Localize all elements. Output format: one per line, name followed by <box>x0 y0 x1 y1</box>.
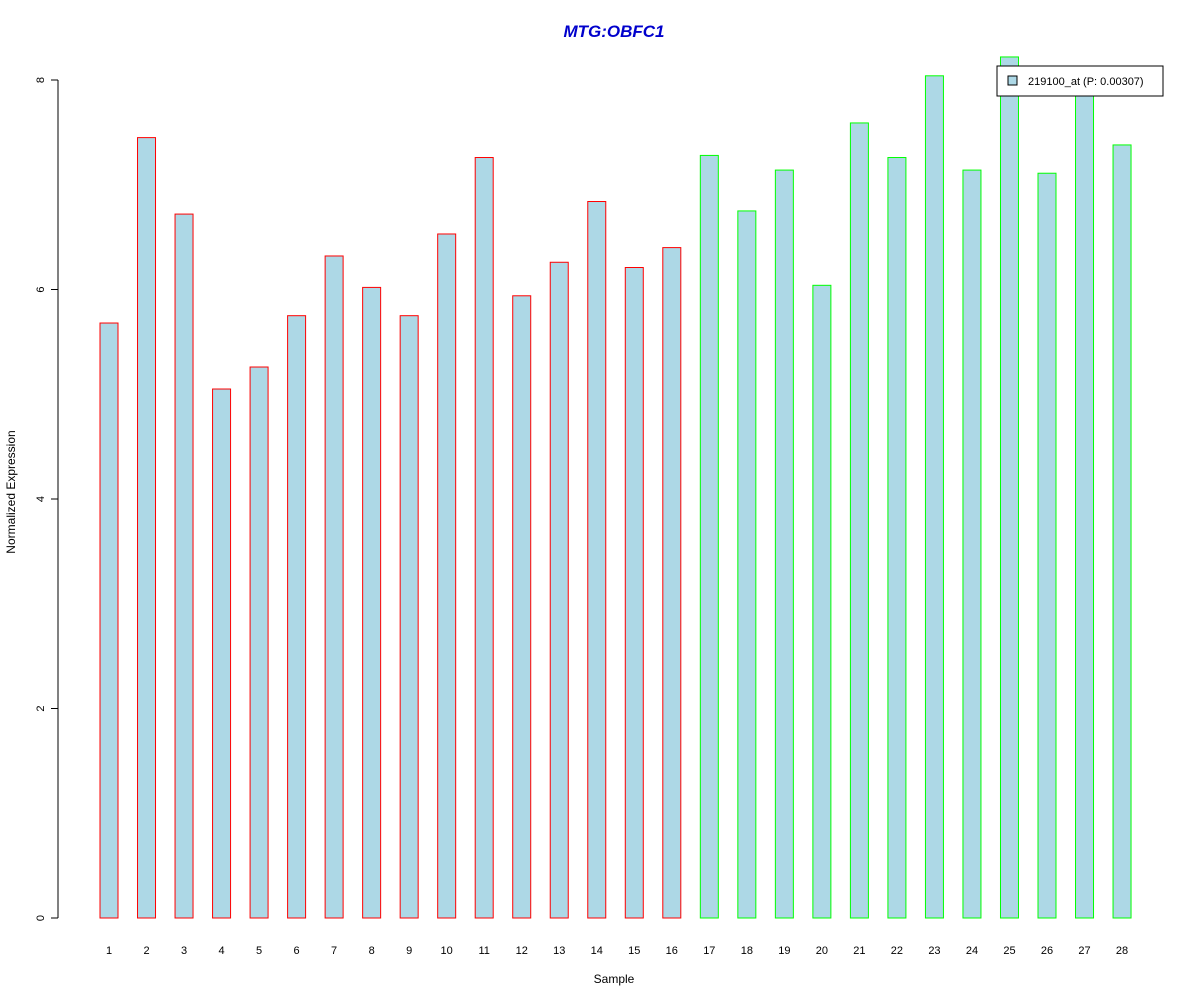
x-tick-label: 21 <box>853 945 865 957</box>
legend-box <box>996 65 1164 97</box>
x-tick-label: 25 <box>1003 945 1015 957</box>
legend: 219100_at (P: 0.00307) <box>996 65 1164 97</box>
bars-group <box>99 56 1132 919</box>
bar <box>174 213 194 919</box>
x-tick-label: 26 <box>1041 945 1053 957</box>
x-tick-label: 6 <box>294 945 300 957</box>
x-tick-label: 3 <box>181 945 187 957</box>
bar <box>287 315 307 919</box>
x-tick-label: 13 <box>553 945 565 957</box>
bar <box>999 56 1019 919</box>
bar <box>737 210 757 919</box>
chart-title: MTG:OBFC1 <box>563 22 664 41</box>
legend-swatch <box>1007 75 1018 86</box>
bar <box>624 267 644 919</box>
bar <box>662 247 682 919</box>
x-tick-label: 16 <box>666 945 678 957</box>
legend-label: 219100_at (P: 0.00307) <box>1028 76 1144 88</box>
y-tick-label: 8 <box>35 77 47 83</box>
y-tick-label: 6 <box>35 286 47 292</box>
bar <box>774 169 794 919</box>
x-tick-label: 7 <box>331 945 337 957</box>
x-tick-label: 24 <box>966 945 978 957</box>
x-tick-label: 18 <box>741 945 753 957</box>
bar <box>249 366 269 919</box>
y-axis-label: Normalized Expression <box>4 430 18 553</box>
bar <box>99 322 119 919</box>
bar <box>887 157 907 919</box>
x-axis-label: Sample <box>594 972 635 986</box>
x-tick-label: 10 <box>441 945 453 957</box>
bar <box>137 137 157 919</box>
bar <box>699 154 719 919</box>
x-tick-labels: 1 2 3 4 5 6 7 8 9 10 11 12 13 14 15 16 17 18 19 20 21 22 23 24 2… <box>106 945 1128 957</box>
x-tick-label: 19 <box>778 945 790 957</box>
x-tick-label: 28 <box>1116 945 1128 957</box>
x-tick-label: 4 <box>218 945 224 957</box>
bar <box>512 295 532 919</box>
x-tick-label: 27 <box>1078 945 1090 957</box>
x-tick-label: 15 <box>628 945 640 957</box>
bar <box>399 315 419 919</box>
bar <box>1037 172 1057 919</box>
x-tick-label: 22 <box>891 945 903 957</box>
y-tick-label: 2 <box>35 705 47 711</box>
x-tick-label: 9 <box>406 945 412 957</box>
y-tick-label: 4 <box>35 496 47 502</box>
bar <box>1075 88 1095 919</box>
bar <box>812 284 832 919</box>
bar <box>324 255 344 919</box>
x-tick-label: 23 <box>928 945 940 957</box>
x-tick-label: 20 <box>816 945 828 957</box>
x-tick-label: 5 <box>256 945 262 957</box>
bar <box>1112 144 1132 919</box>
bar <box>437 233 457 919</box>
x-tick-label: 14 <box>591 945 603 957</box>
x-tick-label: 1 <box>106 945 112 957</box>
bar <box>549 261 569 919</box>
bar <box>962 169 982 919</box>
x-tick-label: 17 <box>703 945 715 957</box>
bar <box>212 388 232 919</box>
bar <box>849 122 869 919</box>
x-tick-label: 2 <box>143 945 149 957</box>
y-axis: 0 2 4 6 8 <box>35 77 59 921</box>
bar <box>924 75 944 919</box>
bar <box>587 201 607 919</box>
x-tick-label: 12 <box>516 945 528 957</box>
x-tick-label: 8 <box>369 945 375 957</box>
y-tick-label: 0 <box>35 915 47 921</box>
x-tick-label: 11 <box>478 945 489 957</box>
bar <box>474 157 494 919</box>
bar <box>362 286 382 919</box>
